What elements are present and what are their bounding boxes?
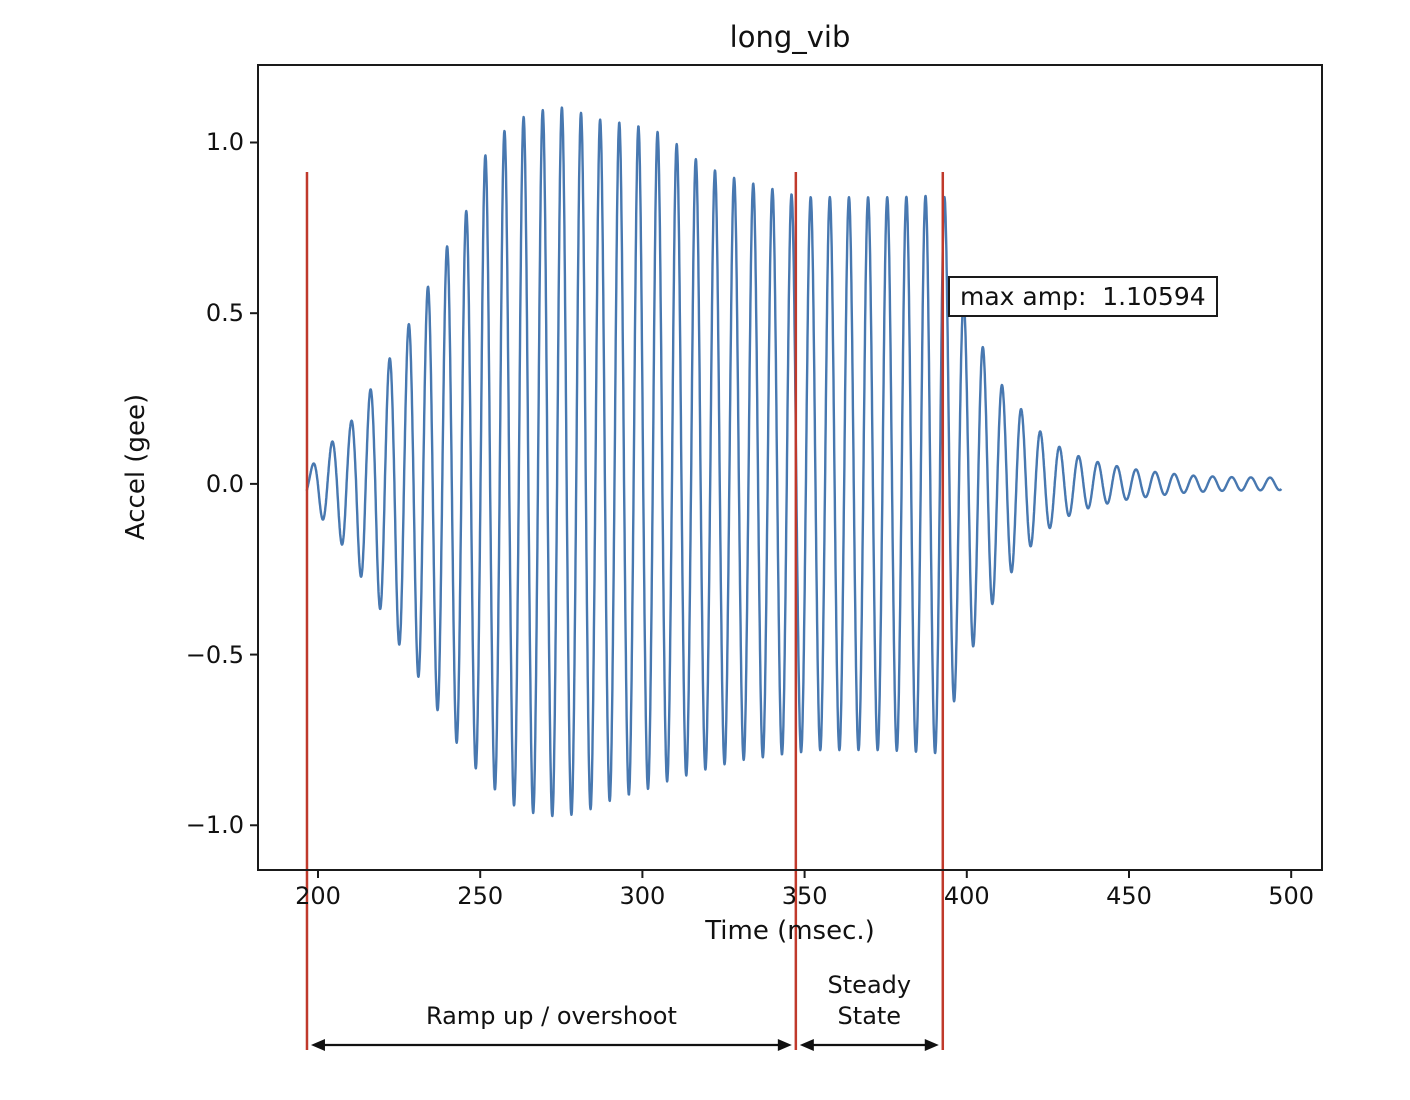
x-axis-label: Time (msec.)	[705, 916, 875, 946]
y-tick-label: −0.5	[185, 640, 244, 669]
y-tick-label: −1.0	[185, 811, 244, 840]
region-arrowhead-right	[924, 1039, 939, 1051]
y-tick-label: 0.5	[205, 299, 244, 328]
axes-frame	[257, 64, 1323, 871]
region-arrowhead-left	[310, 1039, 325, 1051]
y-tick-label: 0.0	[205, 469, 244, 498]
x-tick-label: 350	[781, 882, 828, 910]
x-tick-label: 200	[295, 882, 341, 910]
region-label: Steady State	[827, 971, 912, 1030]
region-label: Ramp up / overshoot	[425, 1002, 677, 1030]
x-tick-label: 250	[457, 882, 504, 910]
region-arrowhead-right	[777, 1039, 792, 1051]
chart-title: long_vib	[729, 20, 851, 54]
x-tick-label: 450	[1106, 882, 1152, 910]
y-tick-label: 1.0	[205, 128, 244, 157]
region-arrowhead-left	[799, 1039, 814, 1051]
x-tick-label: 400	[943, 882, 990, 910]
max-amp-annotation-box: max amp: 1.10594	[948, 276, 1218, 317]
x-tick-label: 500	[1268, 882, 1315, 910]
y-axis-label: Accel (gee)	[121, 393, 151, 541]
x-tick-label: 300	[619, 882, 666, 910]
waveform-line	[305, 106, 1283, 818]
